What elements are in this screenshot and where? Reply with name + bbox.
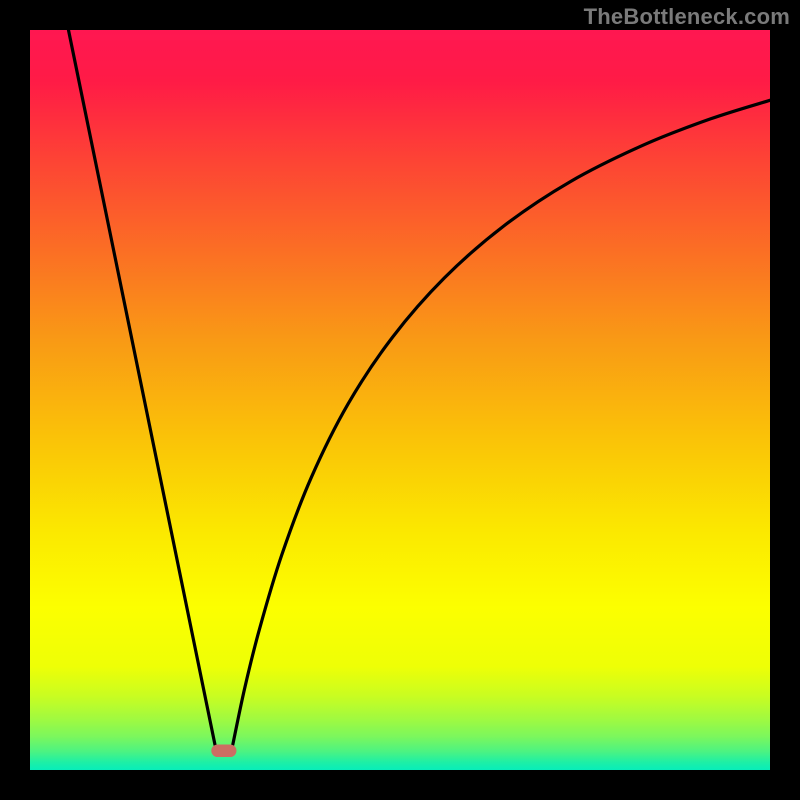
gradient-background [30,30,770,770]
watermark-text: TheBottleneck.com [584,4,790,30]
optimum-marker [211,744,236,757]
chart-svg [30,30,770,770]
outer-frame: TheBottleneck.com [0,0,800,800]
plot-area [30,30,770,770]
